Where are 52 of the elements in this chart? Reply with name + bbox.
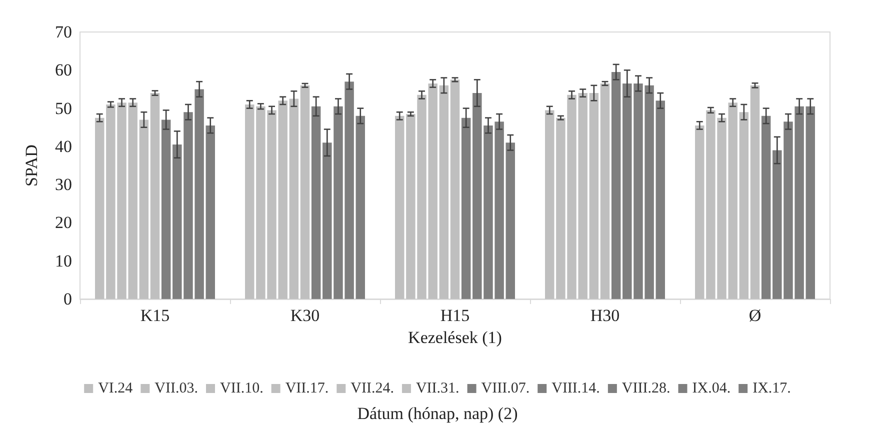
bar: [761, 116, 771, 299]
y-tick-label: 60: [55, 60, 72, 80]
bar: [589, 93, 599, 299]
y-axis-title: SPAD: [22, 144, 41, 186]
y-tick-label: 50: [55, 98, 72, 118]
legend-label: VII.10.: [220, 380, 264, 396]
y-tick-label: 20: [55, 213, 72, 232]
x-tick-label: H30: [590, 306, 620, 325]
bar: [450, 80, 460, 299]
bar: [439, 85, 449, 299]
bar: [461, 118, 471, 299]
legend-label: VII.31.: [416, 380, 460, 396]
legend-label: VI.24: [98, 380, 134, 396]
bar: [750, 85, 760, 299]
legend-label: VIII.07.: [481, 380, 530, 396]
legend-label: IX.04.: [692, 380, 731, 396]
x-tick-label: H15: [440, 306, 470, 325]
bar: [600, 83, 610, 299]
bar: [245, 104, 254, 299]
bar: [506, 142, 515, 299]
x-tick-label: K15: [140, 306, 170, 325]
bar: [395, 116, 404, 299]
y-tick-label: 10: [55, 251, 72, 270]
legend-title: Dátum (hónap, nap) (2): [357, 404, 518, 423]
bar: [356, 116, 365, 299]
x-axis-title: Kezelések (1): [408, 328, 502, 347]
bar: [300, 85, 310, 299]
x-tick-label: Ø: [748, 306, 762, 325]
bar: [806, 106, 815, 299]
bar: [289, 98, 299, 299]
bar: [656, 100, 665, 299]
legend-label: VIII.14.: [552, 380, 600, 396]
y-tick-label: 30: [55, 175, 72, 194]
bar: [311, 106, 321, 299]
y-tick-label: 70: [55, 22, 72, 42]
legend-label: VII.03.: [154, 380, 198, 396]
legend-label: VII.24.: [350, 380, 394, 396]
x-tick-label: K30: [290, 306, 320, 325]
bar: [150, 93, 160, 299]
bar: [95, 118, 104, 299]
legend-label: IX.17.: [752, 380, 791, 396]
bar: [206, 125, 215, 299]
y-tick-label: 40: [55, 136, 72, 156]
bar: [695, 125, 704, 299]
bar: [739, 112, 749, 299]
bar: [611, 72, 621, 299]
legend-label: VIII.28.: [622, 380, 670, 396]
bar: [161, 120, 171, 299]
bar: [139, 120, 149, 299]
y-tick-label: 0: [64, 290, 72, 308]
bar: [545, 110, 554, 299]
legend-label: VII.17.: [285, 380, 329, 396]
